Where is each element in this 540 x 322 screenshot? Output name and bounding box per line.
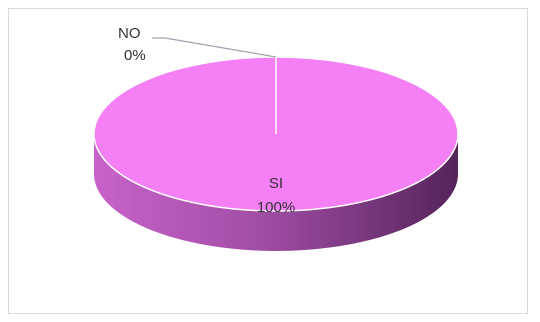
slice-label-si: SI [269, 175, 283, 192]
pie-side-wall [94, 134, 458, 251]
slice-label-no: NO [118, 25, 141, 42]
no-leader-line [152, 37, 277, 58]
slice-percent-si: 100% [257, 199, 295, 216]
slice-percent-no: 0% [124, 47, 146, 64]
